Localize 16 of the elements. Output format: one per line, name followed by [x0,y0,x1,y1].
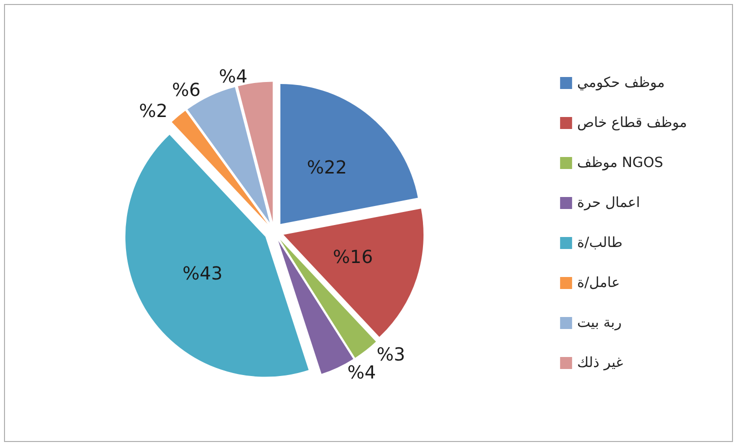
legend-label: طالب/ة [577,235,623,251]
data-label: %4 [218,66,248,88]
legend-label: اعمال حرة [577,195,640,211]
data-label: %2 [138,101,168,122]
data-label: %6 [172,80,201,102]
legend-label: ربة بيت [577,315,622,331]
legend-label: موظف حكومي [577,75,665,91]
data-label: %22 [306,157,347,178]
legend-label: موظف NGOS [577,155,664,171]
legend-label: موظف قطاع خاص [577,115,688,131]
data-label: %43 [182,263,223,284]
data-label: %4 [347,362,376,384]
data-label: %16 [332,246,373,268]
legend-label: عامل/ة [577,275,620,291]
data-label: %3 [376,344,406,366]
legend-label: غير ذلك [577,355,624,371]
